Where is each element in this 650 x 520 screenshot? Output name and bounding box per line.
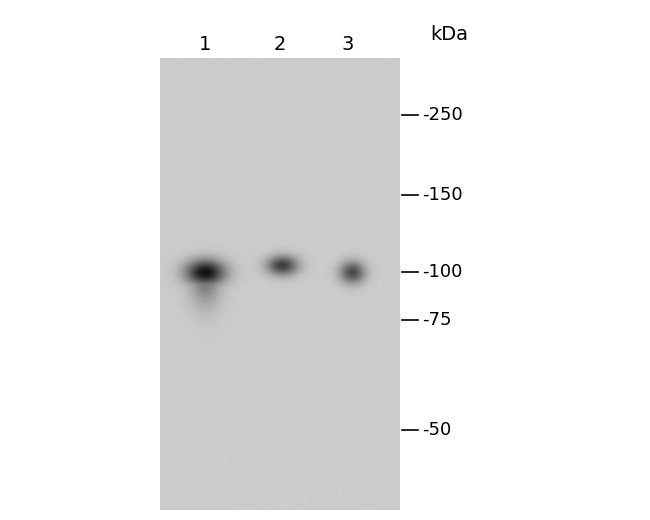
Text: -150: -150: [422, 186, 463, 204]
Text: -250: -250: [422, 106, 463, 124]
Text: 1: 1: [199, 35, 211, 55]
Text: 3: 3: [342, 35, 354, 55]
Text: -75: -75: [422, 311, 452, 329]
Text: -50: -50: [422, 421, 451, 439]
Text: 2: 2: [274, 35, 286, 55]
Text: kDa: kDa: [430, 25, 468, 45]
Text: -100: -100: [422, 263, 462, 281]
